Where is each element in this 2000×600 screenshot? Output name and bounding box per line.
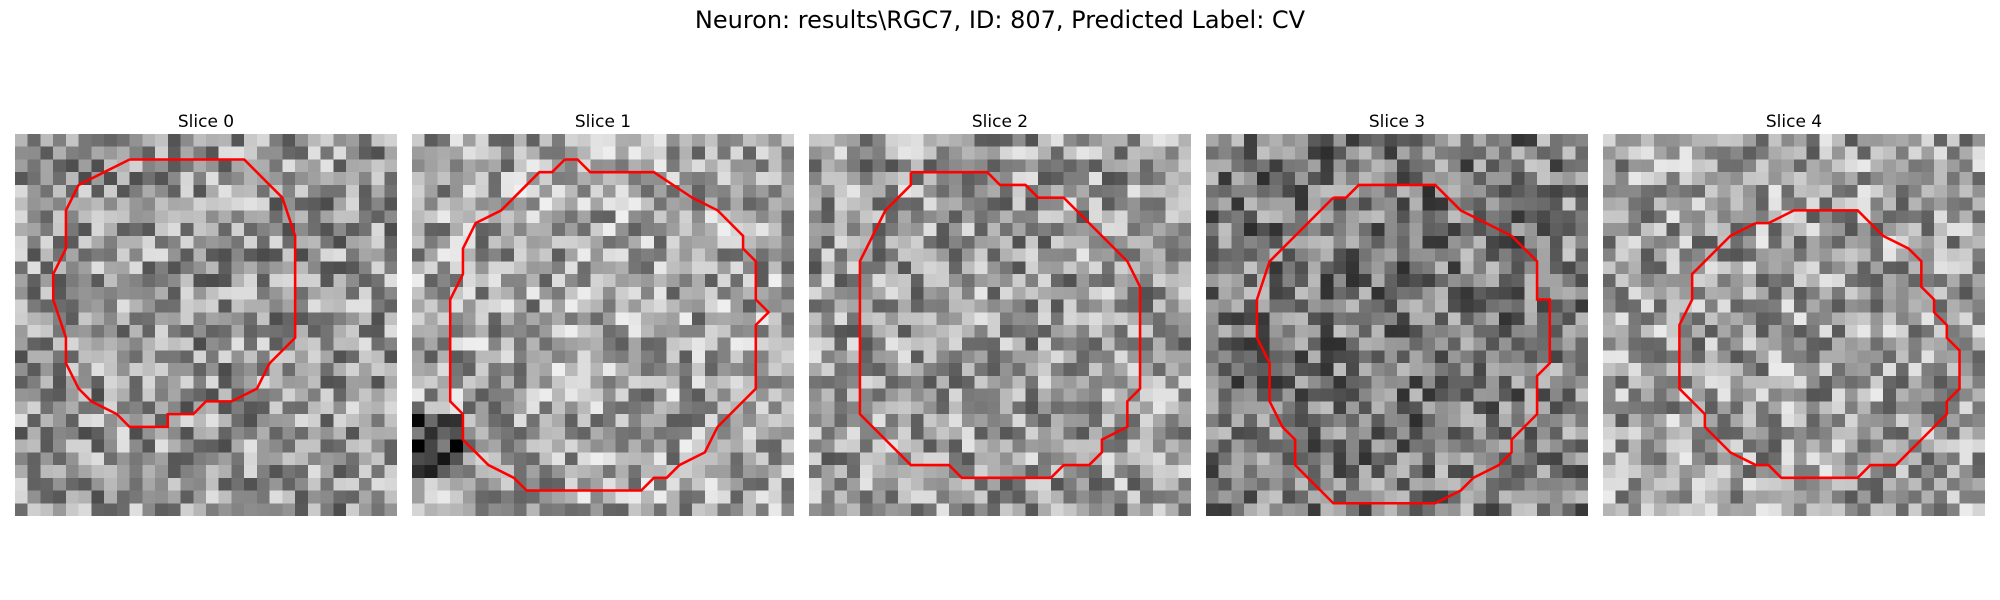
- roi-contour-4: [1678, 209, 1961, 480]
- slice-image-1: [412, 134, 794, 516]
- slice-image-0: [15, 134, 397, 516]
- grayscale-image-4: [1603, 134, 1985, 516]
- contour-overlay-2: [858, 170, 1142, 480]
- slice-panel-4: Slice 4: [1603, 110, 1985, 516]
- slice-panel-3: Slice 3: [1206, 110, 1588, 516]
- slice-image-4: [1603, 134, 1985, 516]
- grayscale-image-0: [15, 134, 397, 516]
- grayscale-image-3: [1206, 134, 1588, 516]
- roi-contour-3: [1255, 183, 1552, 505]
- roi-contour-1: [448, 158, 771, 492]
- slice-panel-2: Slice 2: [809, 110, 1191, 516]
- roi-contour-0: [51, 158, 297, 429]
- slice-title-4: Slice 4: [1765, 112, 1823, 132]
- slice-panel-1: Slice 1: [412, 110, 794, 516]
- slice-panel-0: Slice 0: [15, 110, 397, 516]
- slice-image-2: [809, 134, 1191, 516]
- slice-title-0: Slice 0: [177, 112, 235, 132]
- slice-title-3: Slice 3: [1368, 112, 1426, 132]
- contour-overlay-4: [1678, 209, 1961, 480]
- contour-overlay-0: [51, 158, 297, 429]
- slice-image-3: [1206, 134, 1588, 516]
- roi-contour-2: [858, 170, 1142, 480]
- figure-title: Neuron: results\RGC7, ID: 807, Predicted…: [694, 6, 1306, 34]
- slice-title-2: Slice 2: [971, 112, 1029, 132]
- contour-overlay-3: [1255, 183, 1552, 505]
- contour-overlay-1: [448, 158, 771, 492]
- grayscale-image-2: [809, 134, 1191, 516]
- slice-title-1: Slice 1: [574, 112, 632, 132]
